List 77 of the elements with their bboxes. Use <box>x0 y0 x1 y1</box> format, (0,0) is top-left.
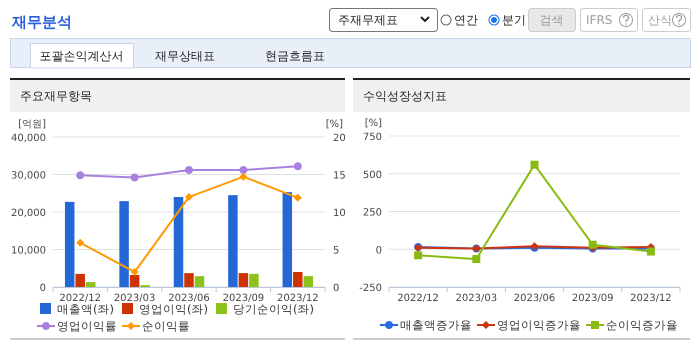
bar <box>238 273 248 287</box>
x-tick-label: 2023/09 <box>222 293 264 304</box>
legend-label: 영업이익률 <box>57 319 117 333</box>
bar <box>304 276 314 287</box>
y-axis-title: [억원] <box>18 119 46 130</box>
point <box>472 255 480 264</box>
bar <box>184 273 194 287</box>
x-tick-label: 2023/06 <box>168 293 210 304</box>
text: 산식 <box>648 13 672 27</box>
point <box>185 166 193 174</box>
x-tick-label: 2023/03 <box>114 293 156 304</box>
text: 검색 <box>540 13 564 27</box>
legend-label: 매출액(좌) <box>57 302 114 316</box>
y2-tick-label: 0 <box>333 283 340 294</box>
x-tick-label: 2023/03 <box>456 293 498 304</box>
text: 재무상태표 <box>155 49 215 63</box>
y-axis-title: [%] <box>364 118 382 129</box>
legend-label: 당기순이익(좌) <box>232 302 314 316</box>
text: 연간 <box>454 13 478 27</box>
point <box>414 251 422 260</box>
text: 현금흐름표 <box>265 49 325 63</box>
point <box>130 174 139 182</box>
point <box>239 172 248 181</box>
legend-label: 순이익률 <box>142 319 190 333</box>
point <box>588 240 597 249</box>
point <box>239 166 248 174</box>
bar <box>194 276 204 287</box>
y-tick-label: 10,000 <box>11 246 46 256</box>
point <box>646 248 655 256</box>
point <box>294 162 302 170</box>
bar <box>86 282 96 287</box>
text: 포괄손익계산서 <box>40 49 124 63</box>
y2-tick-label: 10 <box>333 208 346 219</box>
bar <box>228 195 238 287</box>
bar <box>75 274 85 287</box>
y-tick-label: 250 <box>362 208 382 218</box>
y-tick-label: 30,000 <box>11 170 46 182</box>
bar <box>249 274 259 287</box>
bar <box>282 192 292 287</box>
x-tick-label: 2023/12 <box>277 293 319 304</box>
x-tick-label: 2022/12 <box>397 293 439 304</box>
bar <box>174 197 184 287</box>
legend-label: 영업이익(좌) <box>138 302 208 316</box>
chart-title: 주요재무항목 <box>20 89 92 103</box>
chart-title: 수익성장성지표 <box>363 89 447 103</box>
y2-axis-title: [%] <box>326 119 344 130</box>
point <box>530 160 538 169</box>
text: 주재무제표 <box>338 13 398 27</box>
y-tick-label: 40,000 <box>11 133 46 144</box>
y-tick-label: -250 <box>359 283 382 294</box>
y-tick-label: 20,000 <box>11 208 46 219</box>
bar <box>119 201 129 287</box>
y2-tick-label: 20 <box>333 133 346 144</box>
x-tick-label: 2023/12 <box>630 293 672 304</box>
point <box>76 238 84 247</box>
x-tick-label: 2023/09 <box>572 293 614 304</box>
y2-tick-label: 5 <box>333 246 340 256</box>
x-tick-label: 2023/06 <box>514 293 556 304</box>
point <box>130 268 139 276</box>
legend-label: 순이익증가율 <box>606 318 678 332</box>
y2-tick-label: 15 <box>333 170 346 182</box>
point <box>294 194 302 202</box>
text: 분기 <box>502 13 526 27</box>
text: 재무분석 <box>11 13 72 31</box>
point <box>185 193 193 201</box>
y-tick-label: 0 <box>376 245 382 256</box>
y-tick-label: 750 <box>362 132 382 143</box>
bar <box>130 275 140 287</box>
y-tick-label: 0 <box>40 283 46 294</box>
text: IFRS <box>586 13 612 27</box>
bar <box>64 202 74 287</box>
y-tick-label: 500 <box>362 170 382 181</box>
legend-label: 영업이익증가율 <box>497 318 581 332</box>
legend-label: 매출액증가율 <box>400 318 472 332</box>
x-tick-label: 2022/12 <box>59 293 101 304</box>
bar <box>293 272 303 287</box>
point <box>76 171 84 180</box>
